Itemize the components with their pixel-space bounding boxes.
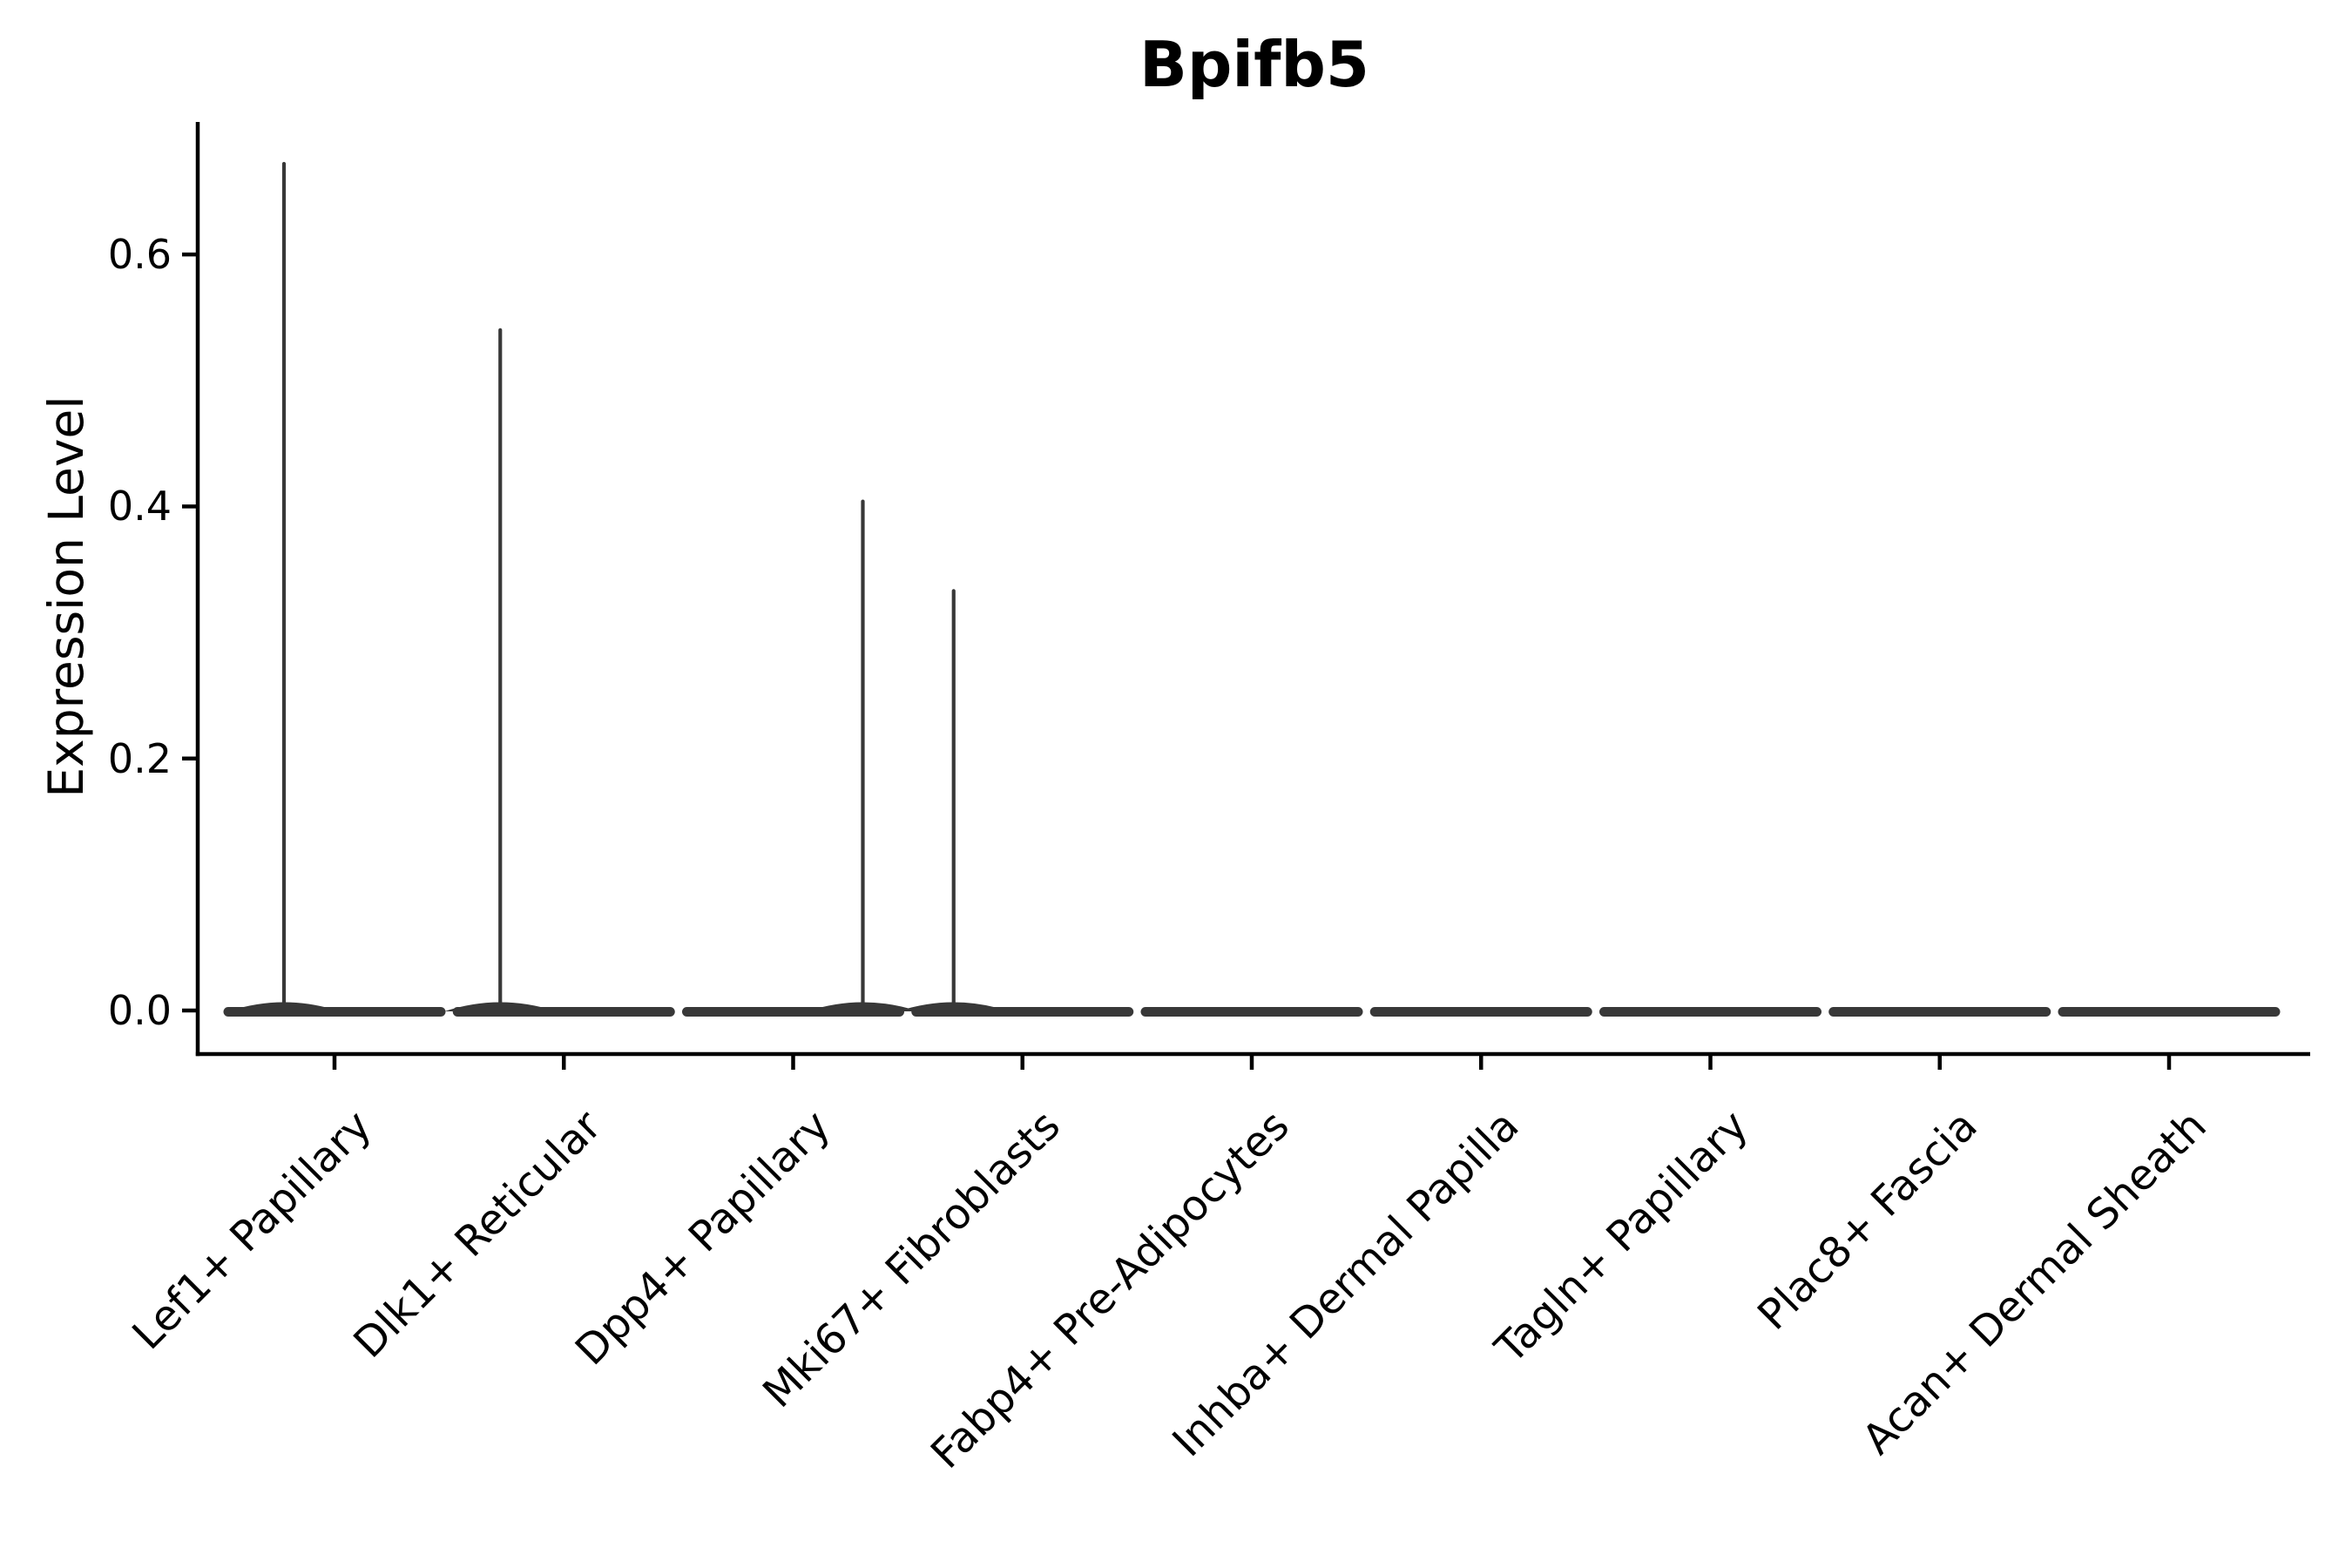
plot-title: Bpifb5 [1139, 28, 1370, 101]
y-tick-label: 0.4 [107, 483, 172, 531]
y-tick-label: 0.0 [107, 987, 172, 1034]
axes-ticks [182, 252, 2172, 1070]
y-tick-label: 0.6 [107, 231, 172, 279]
violins-layer [223, 161, 2281, 1017]
y-tick-label: 0.2 [107, 734, 172, 782]
y-axis-label: Expression Level [38, 395, 94, 798]
axes-spines [195, 122, 2310, 1057]
